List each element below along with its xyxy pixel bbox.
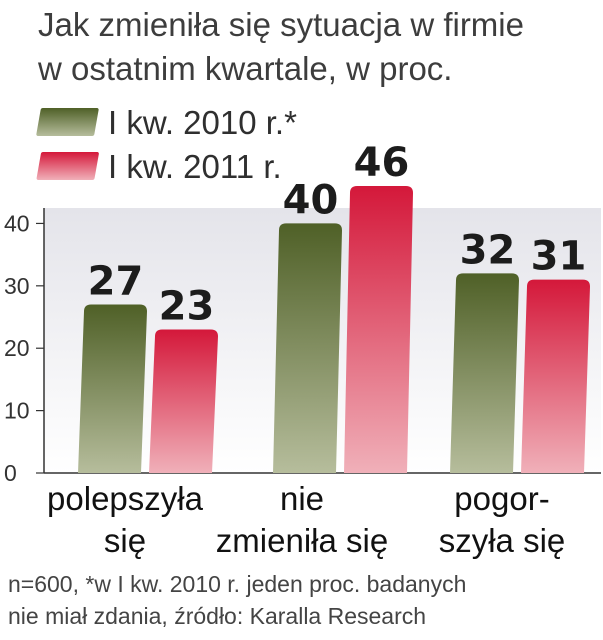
value-label: 40 [283,177,339,223]
bar-2011 [344,186,413,473]
chart-title-line-2: w ostatnim kwartale, w proc. [37,50,452,87]
category-label-3-line-1: pogor- [454,480,549,517]
y-tick-label: 30 [4,273,30,299]
chart-title-line-1: Jak zmieniła się sytuacja w firmie [38,6,524,43]
value-label: 23 [159,284,215,330]
bar-2010 [273,223,342,473]
bar-2010 [78,304,147,473]
category-label-2-line-1: nie [280,480,324,517]
category-label-1-line-2: się [104,522,146,559]
y-tick-label: 10 [4,398,30,424]
legend-swatch-2011 [36,152,99,180]
value-label: 31 [531,234,587,280]
bar-2010 [450,273,519,473]
y-tick-label: 0 [4,460,17,486]
legend-label-2010: I kw. 2010 r.* [108,104,297,141]
legend: I kw. 2010 r.* I kw. 2011 r. [36,104,297,185]
label-layer: 27 23 40 46 32 31 [88,140,587,330]
bar-2011 [521,279,590,473]
y-tick-label: 20 [4,335,30,361]
value-label: 32 [460,227,516,273]
category-label-3-line-2: szyła się [439,522,566,559]
bar-2011 [149,329,218,473]
value-label: 46 [354,140,410,186]
footnote-line-2: nie miał zdania, źródło: Karalla Researc… [8,603,426,629]
category-label-2-line-2: zmieniła się [216,522,388,559]
value-label: 27 [88,259,144,305]
legend-swatch-2010 [36,108,99,136]
bar-layer [78,186,590,473]
legend-label-2011: I kw. 2011 r. [108,148,282,185]
x-axis-labels: polepszyła się nie zmieniła się pogor- s… [47,480,565,559]
category-label-1-line-1: polepszyła [47,480,204,517]
y-tick-label: 40 [4,210,30,236]
footnote-line-1: n=600, *w I kw. 2010 r. jeden proc. bada… [8,571,466,597]
